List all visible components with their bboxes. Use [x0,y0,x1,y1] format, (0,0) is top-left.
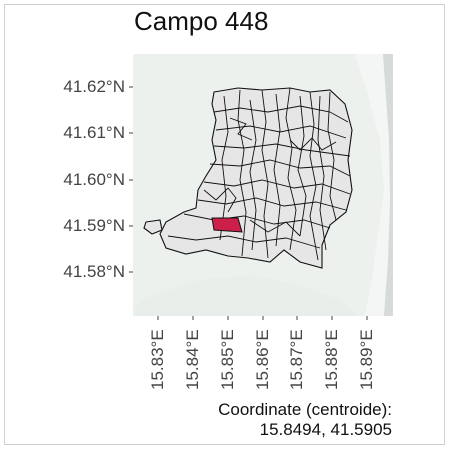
lon-tick-label: 15.86°E [253,329,272,390]
parcel [143,219,163,235]
lat-tick-label: 41.61°N [63,123,125,142]
plot-frame [4,4,445,445]
map-title: Campo 448 [134,6,269,36]
lon-tick-label: 15.87°E [287,329,306,390]
lon-tick-label: 15.85°E [218,329,237,390]
lat-tick-label: 41.58°N [63,262,125,281]
lat-tick-label: 41.59°N [63,216,125,235]
axis-ticks [129,86,368,320]
lon-tick-label: 15.83°E [148,329,167,390]
lon-tick-label: 15.88°E [322,329,341,390]
lon-tick-label: 15.89°E [357,329,376,390]
centroid-value: 15.8494, 41.5905 [259,420,392,439]
lat-tick-label: 41.60°N [63,170,125,189]
terrain-shade [133,275,360,316]
centroid-caption: Coordinate (centroide): 15.8494, 41.5905 [218,400,392,440]
lon-tick-label: 15.84°E [183,329,202,390]
lat-tick-label: 41.62°N [63,77,125,96]
coastline-area [355,54,393,316]
centroid-label: Coordinate (centroide): [218,400,392,419]
sea-strip [383,54,393,316]
selected-field-448[interactable] [211,217,243,233]
parcel-boundaries [167,87,351,261]
